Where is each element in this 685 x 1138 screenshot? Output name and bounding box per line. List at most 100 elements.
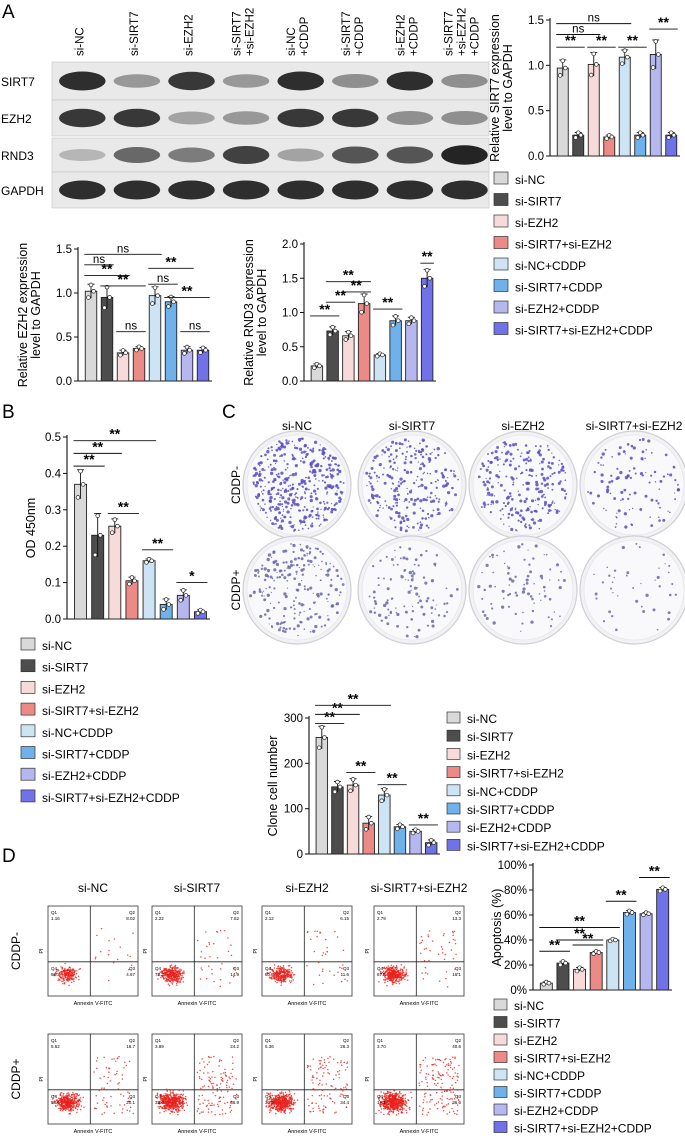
colony (266, 608, 270, 613)
data-point (200, 609, 206, 614)
data-point (107, 295, 112, 300)
event-dot (387, 976, 389, 978)
event-dot (177, 1093, 179, 1095)
event-dot (202, 1072, 205, 1074)
colony (385, 601, 389, 605)
event-dot (210, 1111, 213, 1113)
colony (487, 466, 490, 468)
colony (310, 492, 313, 495)
event-dot (157, 1105, 159, 1108)
data-point (346, 329, 351, 335)
blot-band (386, 146, 434, 164)
colony (308, 470, 312, 473)
quadrant-name: Q3 (343, 966, 350, 971)
bar (125, 580, 139, 620)
colony (273, 606, 276, 610)
event-dot (223, 1102, 226, 1104)
colony (399, 557, 402, 560)
event-dot (173, 972, 175, 974)
colony (400, 575, 404, 579)
colony (508, 525, 510, 527)
event-dot (169, 1107, 171, 1110)
event-dot (171, 1096, 173, 1098)
event-dot (173, 1111, 175, 1113)
event-dot (183, 970, 185, 972)
colony (397, 514, 401, 518)
culture-plate-inner (583, 434, 685, 536)
colony (290, 606, 293, 609)
data-point (166, 602, 172, 607)
colony (525, 497, 528, 501)
event-dot (60, 971, 62, 973)
blot-band (277, 148, 325, 162)
event-dot (326, 950, 329, 953)
colony (316, 592, 320, 597)
colony (505, 475, 508, 478)
colony (503, 550, 505, 553)
colony (327, 618, 330, 621)
event-dot (392, 980, 394, 982)
quadrant-value: 3.89 (155, 1044, 164, 1049)
event-dot (346, 1083, 348, 1085)
event-dot (55, 971, 57, 974)
data-point (330, 325, 335, 330)
legend-swatch (446, 802, 461, 815)
event-dot (269, 1095, 271, 1097)
legend-label: si-SIRT7 (515, 195, 562, 209)
event-dot (276, 981, 278, 984)
legend-swatch (446, 784, 461, 797)
significance-label: ** (166, 253, 177, 269)
event-dot (289, 972, 291, 974)
colony (413, 563, 416, 566)
event-dot (95, 1060, 98, 1062)
data-point (312, 365, 317, 371)
colony (293, 617, 296, 620)
colony (275, 622, 280, 626)
colony (283, 460, 286, 462)
colony (615, 522, 618, 525)
event-dot (389, 971, 391, 974)
event-dot (332, 1078, 335, 1081)
legend-label: si-NC (515, 173, 545, 187)
flow-plot-frame (261, 1033, 353, 1125)
event-dot (176, 1097, 178, 1100)
event-dot (287, 976, 289, 978)
colony (327, 463, 330, 466)
event-dot (166, 1103, 168, 1105)
colony (654, 481, 657, 483)
colony (335, 568, 339, 573)
event-dot (164, 969, 167, 971)
colony (327, 600, 329, 603)
panel-label-c: C (222, 402, 236, 423)
colony (373, 599, 377, 603)
event-dot (197, 1107, 199, 1110)
event-dot (344, 1069, 347, 1071)
significance-label: ** (574, 913, 585, 929)
colony (610, 474, 613, 477)
event-dot (221, 1079, 223, 1082)
colony (328, 466, 331, 470)
event-dot (204, 957, 206, 959)
legend-label: si-SIRT7+CDDP (467, 803, 554, 817)
colony (424, 517, 428, 520)
event-dot (342, 1094, 344, 1096)
event-dot (157, 974, 160, 976)
y-axis-label: Relative SIRT7 expression (488, 14, 502, 162)
event-dot (207, 1085, 210, 1088)
colony (512, 457, 515, 460)
event-dot (395, 968, 398, 971)
colony (529, 595, 533, 598)
plate-column-label: si-SIRT7 (389, 419, 436, 433)
quadrant-name: Q2 (129, 910, 136, 915)
lane-label: si-SIRT7 (444, 11, 456, 56)
event-dot (229, 982, 231, 984)
colony (322, 451, 326, 455)
colony (403, 500, 406, 503)
colony (306, 552, 309, 555)
colony (419, 507, 422, 509)
colony (434, 469, 438, 473)
colony (445, 587, 448, 590)
event-dot (166, 1094, 169, 1097)
colony (403, 468, 407, 472)
event-dot (64, 967, 66, 970)
